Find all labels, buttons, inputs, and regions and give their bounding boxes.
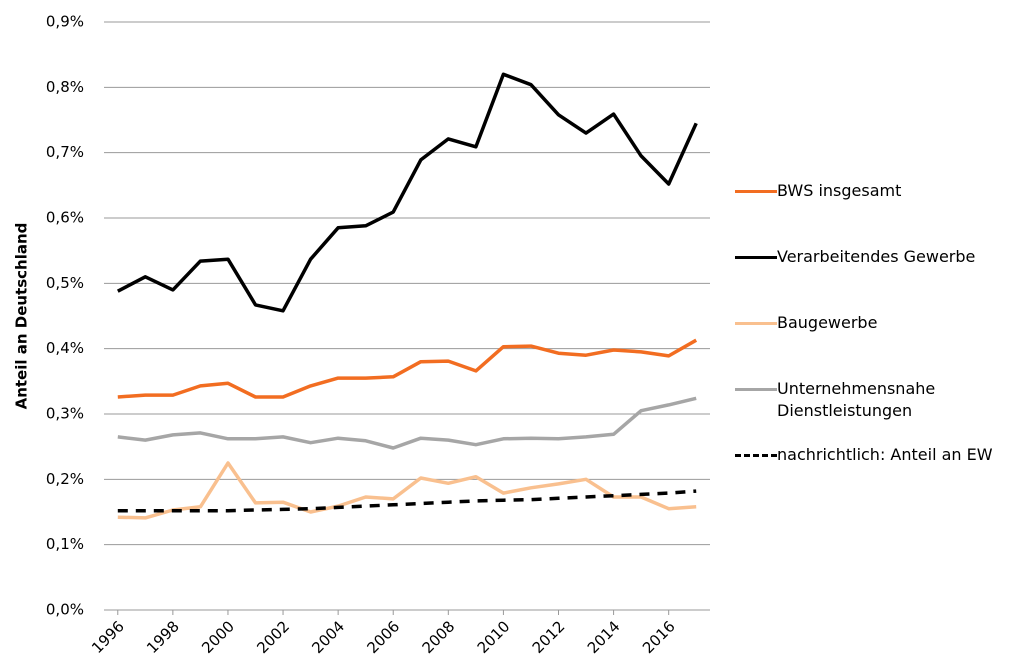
y-tick-label: 0,0% xyxy=(46,601,84,619)
y-tick-label: 0,6% xyxy=(46,209,84,227)
legend-item: Baugewerbe xyxy=(735,312,1027,378)
legend-swatch xyxy=(735,190,777,193)
legend-label: Verarbeitendes Gewerbe xyxy=(777,247,976,266)
x-tick-label: 2014 xyxy=(584,617,624,657)
x-tick-label: 2016 xyxy=(639,617,679,657)
x-tick-label: 2004 xyxy=(308,617,348,657)
y-tick-label: 0,3% xyxy=(46,405,84,423)
y-axis-label: Anteil an Deutschland xyxy=(13,223,31,410)
x-tick-label: 2008 xyxy=(419,617,459,657)
x-tick-label: 2006 xyxy=(364,617,404,657)
x-tick-label: 2002 xyxy=(253,617,293,657)
x-tick-label: 2012 xyxy=(529,617,569,657)
y-tick-label: 0,9% xyxy=(46,13,84,31)
legend-item: nachrichtlich: Anteil an EW xyxy=(735,444,1027,510)
legend-swatch xyxy=(735,454,777,457)
x-tick-label: 2010 xyxy=(474,617,514,657)
x-tick-label: 1996 xyxy=(88,617,128,657)
legend-item: BWS insgesamt xyxy=(735,180,1027,246)
x-tick-label: 2000 xyxy=(198,617,238,657)
legend-label: Baugewerbe xyxy=(777,313,878,332)
x-tick-label: 1998 xyxy=(143,617,183,657)
legend-swatch xyxy=(735,322,777,325)
legend-label: nachrichtlich: Anteil an EW xyxy=(777,445,993,464)
y-tick-label: 0,7% xyxy=(46,143,84,161)
series-line xyxy=(117,396,697,450)
series-line xyxy=(117,461,697,520)
y-tick-label: 0,4% xyxy=(46,339,84,357)
legend-label: BWS insgesamt xyxy=(777,181,902,200)
series-line xyxy=(117,338,698,399)
y-tick-label: 0,2% xyxy=(46,470,84,488)
y-tick-label: 0,5% xyxy=(46,274,84,292)
legend-swatch xyxy=(735,388,777,391)
legend-label: Unternehmensnahe Dienstleistungen xyxy=(777,379,936,420)
legend: BWS insgesamt Verarbeitendes Gewerbe Bauge… xyxy=(735,180,1027,510)
legend-item: Verarbeitendes Gewerbe xyxy=(735,246,1027,312)
legend-item: Unternehmensnahe Dienstleistungen xyxy=(735,378,1027,444)
series-line xyxy=(117,489,697,513)
y-tick-label: 0,8% xyxy=(46,78,84,96)
series-line xyxy=(116,72,698,313)
legend-swatch xyxy=(735,256,777,259)
y-tick-label: 0,1% xyxy=(46,535,84,553)
